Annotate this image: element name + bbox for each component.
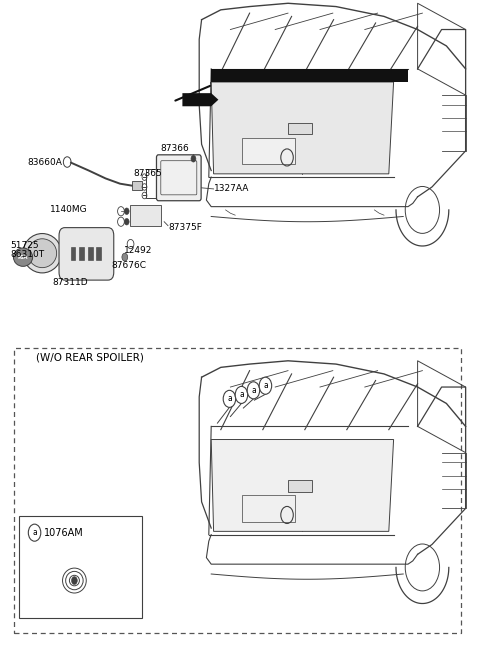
Text: a: a [251,386,256,395]
Circle shape [223,390,236,407]
FancyBboxPatch shape [59,228,114,280]
Polygon shape [182,93,218,106]
Bar [146,169,160,198]
Text: 51725: 51725 [11,241,39,250]
Circle shape [72,577,77,584]
Polygon shape [211,440,394,531]
Text: a: a [263,381,268,390]
Bar [14,348,461,633]
Circle shape [28,524,41,541]
Bar [130,205,161,226]
Bar [88,247,93,260]
Text: 87375F: 87375F [168,223,202,232]
Text: 1140MG: 1140MG [50,205,88,215]
Bar [288,123,312,134]
Polygon shape [211,69,408,82]
Text: 87365: 87365 [133,169,162,178]
FancyBboxPatch shape [156,155,201,201]
Text: (W/O REAR SPOILER): (W/O REAR SPOILER) [36,352,144,363]
Text: 87676C: 87676C [111,260,146,270]
Circle shape [124,218,129,225]
Bar [132,181,142,190]
Bar [19,516,142,618]
Text: a: a [239,390,244,400]
Bar [71,247,75,260]
Text: 12492: 12492 [124,246,152,255]
Text: 87366: 87366 [161,144,190,154]
Text: 1076AM: 1076AM [44,527,84,538]
Text: KIA: KIA [18,255,28,260]
Ellipse shape [28,239,57,268]
Circle shape [191,155,196,162]
Bar [96,247,101,260]
Polygon shape [211,82,394,174]
Circle shape [235,386,248,403]
Text: a: a [227,394,232,403]
Text: 87311D: 87311D [53,277,88,287]
Circle shape [259,377,272,394]
Bar [288,480,312,492]
Bar [242,495,295,522]
Ellipse shape [13,248,33,266]
Circle shape [247,382,260,399]
Bar [242,138,295,164]
Text: 1327AA: 1327AA [214,184,249,194]
Bar [79,247,84,260]
Circle shape [122,253,128,261]
Text: a: a [32,528,37,537]
Ellipse shape [23,234,61,273]
Text: 86310T: 86310T [11,250,45,259]
Text: 83660A: 83660A [28,158,63,167]
Circle shape [124,208,129,215]
